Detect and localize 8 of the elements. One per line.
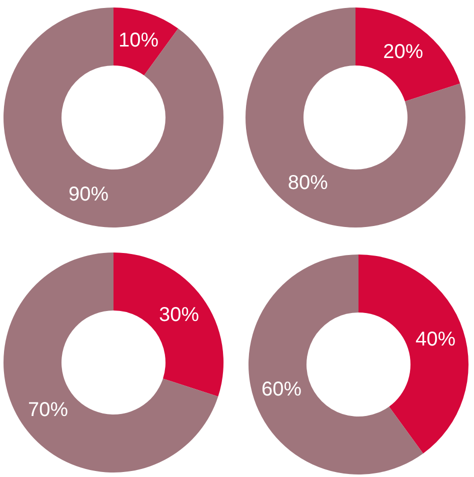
data-label: 90% xyxy=(68,184,109,206)
data-label: 80% xyxy=(288,172,328,194)
data-label: 30% xyxy=(159,304,200,326)
data-label: 10% xyxy=(118,29,159,52)
data-label: 60% xyxy=(261,378,302,401)
data-label: 20% xyxy=(383,40,424,63)
data-label: 70% xyxy=(28,399,68,422)
data-label: 40% xyxy=(416,328,456,350)
